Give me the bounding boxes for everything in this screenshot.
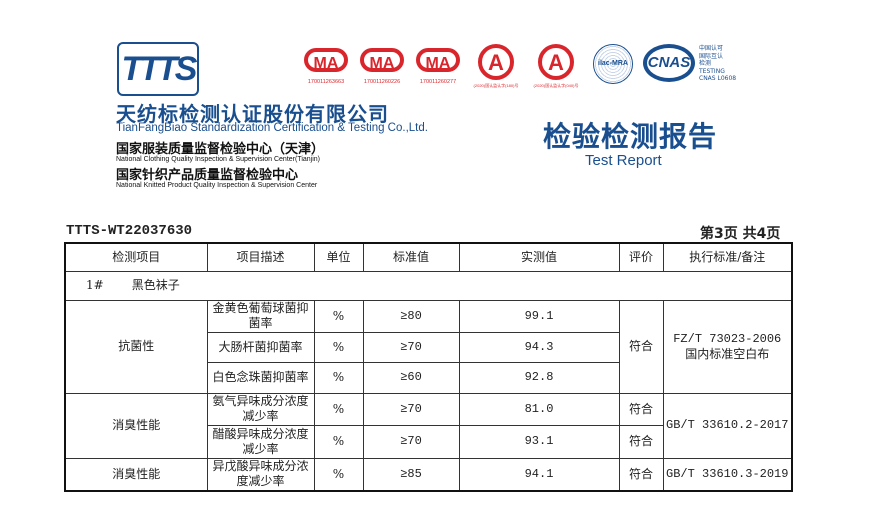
table-row: 抗菌性 金黄色葡萄球菌抑菌率 % ≥80 99.1 符合 FZ/T 73023-… (64, 299, 793, 394)
standard-value: ≥80 (362, 299, 460, 333)
unit: % (313, 331, 364, 363)
cnas-line: TESTING (699, 67, 725, 75)
item-desc: 氨气异味成分浓度减少率 (206, 392, 315, 426)
measured-value: 81.0 (458, 392, 620, 426)
measured-value: 99.1 (458, 299, 620, 333)
table-row: 消臭性能 异戊酸异味成分浓度减少率 % ≥85 94.1 符合 GB/T 336… (64, 457, 793, 492)
company-name-en: TianFangBiao Standardization Certificati… (116, 122, 428, 134)
sample-row: 1# 黑色袜子 (64, 270, 793, 301)
center1-en: National Clothing Quality Inspection & S… (116, 156, 321, 163)
unit: % (313, 424, 364, 459)
column-header: 项目描述 (206, 242, 315, 272)
item-desc: 异戊酸异味成分浓度减少率 (206, 457, 315, 492)
cnas-line: CNAS L0608 (699, 75, 737, 82)
cma-seal-icon: MA (360, 48, 404, 72)
unit: % (313, 361, 364, 394)
cnas-line: 中国认可 (699, 45, 724, 52)
report-title-cn: 检验检测报告 (543, 120, 718, 153)
column-header: 执行标准/备注 (662, 242, 793, 272)
standard-ref: GB/T 33610.2-2017 (662, 392, 793, 459)
remark: 国内标准空白布 (685, 346, 770, 361)
item-desc: 醋酸异味成分浓度减少率 (206, 424, 315, 459)
standard-ref: FZ/T 73023-2006 (673, 331, 782, 346)
item-desc: 大肠杆菌抑菌率 (206, 331, 315, 363)
unit: % (313, 457, 364, 492)
measured-value: 94.1 (458, 457, 620, 492)
cma-seal-icon: MA (416, 48, 460, 72)
sample-name: 黑色袜子 (131, 278, 180, 292)
standard-value: ≥70 (362, 331, 460, 363)
standard-value: ≥70 (362, 424, 460, 459)
evaluation: 符合 (618, 392, 664, 426)
cnas-line: 国际互认 (699, 52, 724, 60)
sample-id: 1# (86, 278, 104, 292)
cma-number: 170011263663 (307, 79, 345, 85)
cma-seal-icon: MA (304, 48, 348, 72)
cal-seal-icon: A (538, 44, 574, 80)
test-item: 消臭性能 (64, 457, 208, 492)
standard-ref: GB/T 33610.3-2019 (662, 457, 793, 492)
column-header: 检测项目 (64, 242, 208, 272)
company-name-cn: 天纺标检测认证股份有限公司 (116, 102, 389, 126)
test-item: 消臭性能 (64, 392, 208, 459)
measured-value: 94.3 (458, 331, 620, 363)
report-title-en: Test Report (585, 152, 662, 169)
unit: % (313, 299, 364, 333)
standard-value: ≥70 (362, 392, 460, 426)
cnas-line: 检测 (699, 60, 712, 67)
center2-cn: 国家针织产品质量监督检验中心 (116, 168, 299, 183)
cnas-text: 中国认可 国际互认 检测 TESTING CNAS L0608 (699, 45, 736, 83)
evaluation: 符合 (618, 457, 664, 492)
column-header: 标准值 (362, 242, 460, 272)
column-header: 单位 (313, 242, 364, 272)
report-number: TTTS-WT22037630 (66, 223, 193, 239)
cal-label: (2020)国认监认字(180)号 (473, 83, 519, 88)
measured-value: 92.8 (458, 361, 620, 394)
unit: % (313, 392, 364, 426)
item-desc: 金黄色葡萄球菌抑菌率 (206, 299, 315, 333)
cal-label: (2020)国认监认字(040)号 (533, 83, 579, 88)
item-desc: 白色念珠菌抑菌率 (206, 361, 315, 394)
center2-en: National Knitted Product Quality Inspect… (116, 182, 318, 189)
page-info: 第3页 共4页 (700, 226, 781, 242)
table-row: 大肠杆菌抑菌率 % ≥70 94.3 (65, 331, 792, 363)
center1-cn: 国家服装质量监督检验中心（天津） (116, 142, 325, 157)
ilac-mra-icon: ilac-MRA (593, 44, 633, 84)
table-row: 醋酸异味成分浓度减少率 % ≥70 93.1 符合 (65, 424, 792, 459)
table-row: 白色念珠菌抑菌率 % ≥60 92.8 (65, 361, 792, 394)
cnas-logo-icon: CNAS (643, 44, 695, 82)
ttts-logo: TTTS (117, 42, 199, 96)
cal-seal-icon: A (478, 44, 514, 80)
results-table: 检测项目 项目描述 单位 标准值 实测值 评价 执行标准/备注 1# 黑色袜子 抗… (64, 242, 793, 492)
table-header-row: 检测项目 项目描述 单位 标准值 实测值 评价 执行标准/备注 (64, 242, 793, 272)
cma-number: 170011260277 (419, 79, 457, 85)
evaluation: 符合 (618, 424, 664, 459)
test-item: 抗菌性 (64, 299, 208, 394)
column-header: 评价 (618, 242, 664, 272)
measured-value: 93.1 (458, 424, 620, 459)
standard-value: ≥85 (362, 457, 460, 492)
table-row: 消臭性能 氨气异味成分浓度减少率 % ≥70 81.0 符合 GB/T 3361… (64, 392, 793, 459)
cma-number: 170011260226 (363, 79, 401, 85)
evaluation: 符合 (618, 299, 664, 394)
column-header: 实测值 (458, 242, 620, 272)
standard-value: ≥60 (362, 361, 460, 394)
